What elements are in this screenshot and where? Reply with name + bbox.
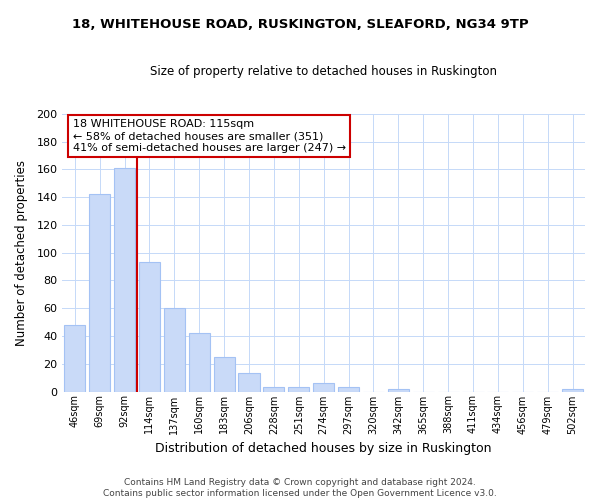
- Text: 18, WHITEHOUSE ROAD, RUSKINGTON, SLEAFORD, NG34 9TP: 18, WHITEHOUSE ROAD, RUSKINGTON, SLEAFOR…: [71, 18, 529, 30]
- Bar: [263, 388, 284, 392]
- Bar: [338, 388, 359, 392]
- Bar: [214, 357, 235, 392]
- Bar: [64, 325, 85, 392]
- Bar: [288, 388, 310, 392]
- Bar: [388, 388, 409, 392]
- Bar: [139, 262, 160, 392]
- Bar: [313, 383, 334, 392]
- Bar: [89, 194, 110, 392]
- Bar: [164, 308, 185, 392]
- Bar: [188, 333, 210, 392]
- Text: 18 WHITEHOUSE ROAD: 115sqm
← 58% of detached houses are smaller (351)
41% of sem: 18 WHITEHOUSE ROAD: 115sqm ← 58% of deta…: [73, 120, 346, 152]
- Y-axis label: Number of detached properties: Number of detached properties: [15, 160, 28, 346]
- Text: Contains HM Land Registry data © Crown copyright and database right 2024.
Contai: Contains HM Land Registry data © Crown c…: [103, 478, 497, 498]
- X-axis label: Distribution of detached houses by size in Ruskington: Distribution of detached houses by size …: [155, 442, 492, 455]
- Bar: [114, 168, 135, 392]
- Bar: [238, 374, 260, 392]
- Title: Size of property relative to detached houses in Ruskington: Size of property relative to detached ho…: [150, 65, 497, 78]
- Bar: [562, 388, 583, 392]
